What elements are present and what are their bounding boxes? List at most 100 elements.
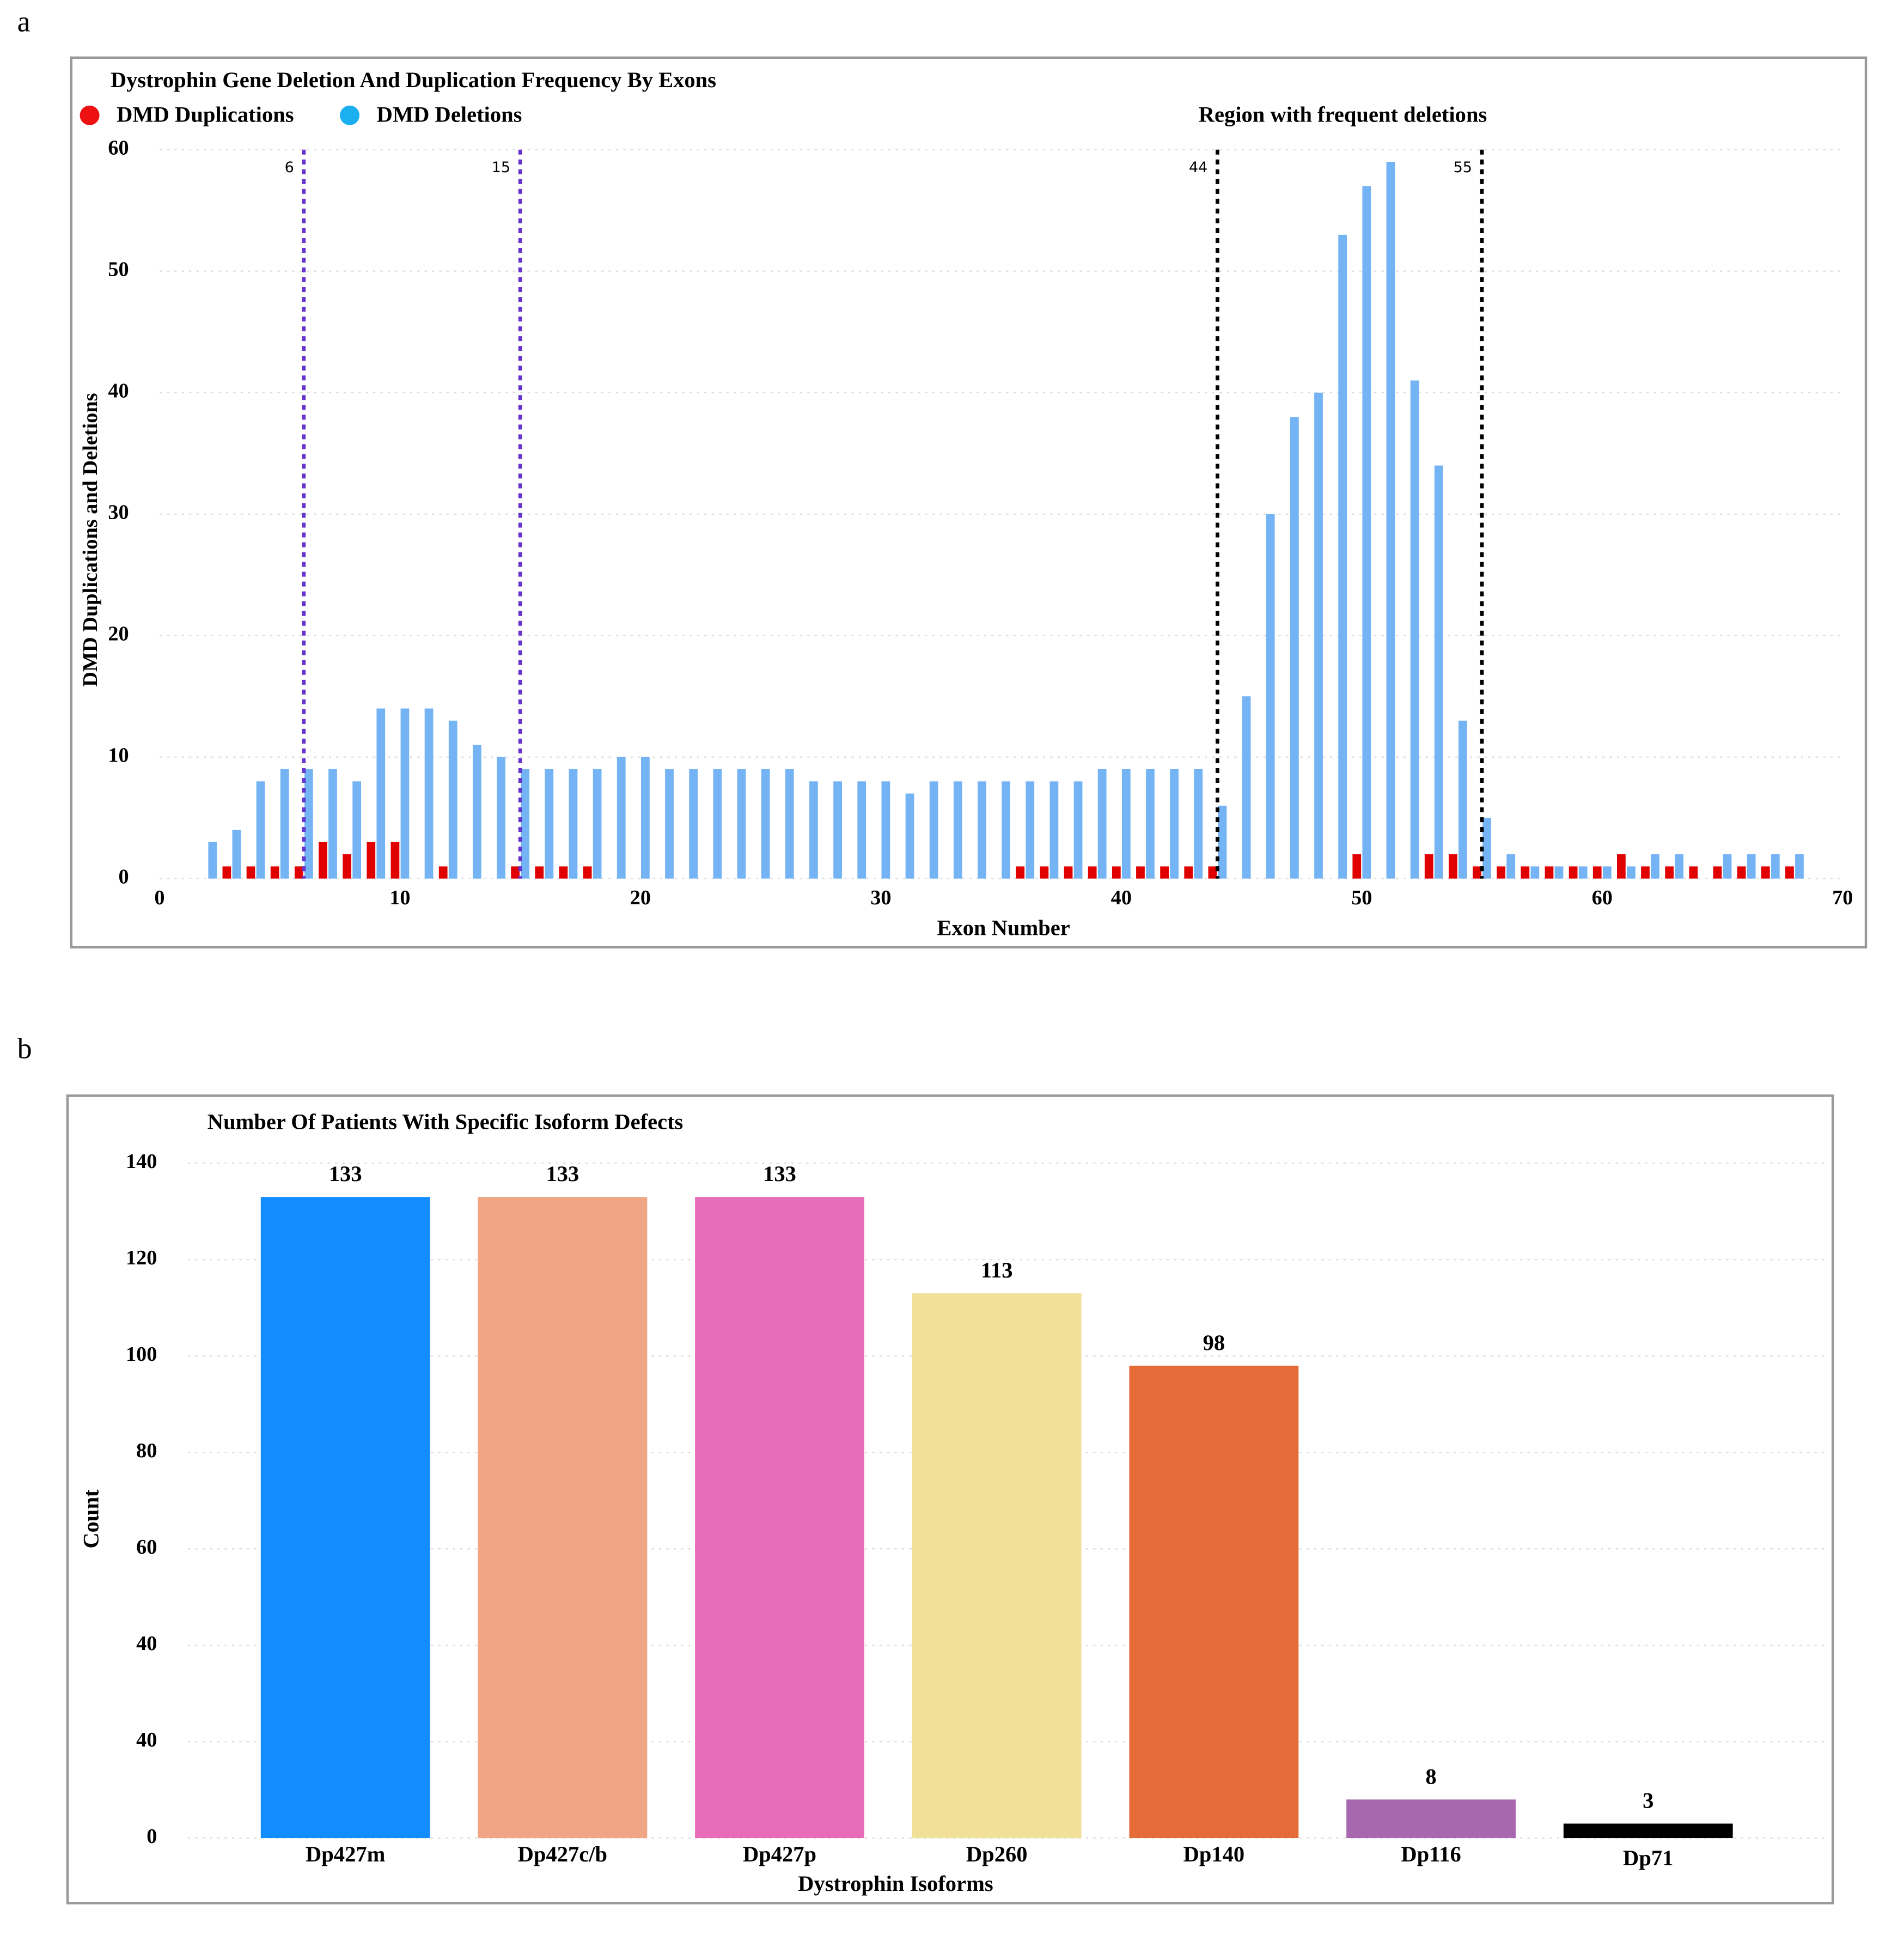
bar <box>1160 866 1169 879</box>
bar <box>304 769 313 879</box>
bar <box>1675 854 1684 879</box>
bar <box>222 866 231 879</box>
bar <box>260 1197 430 1839</box>
annotation: Region with frequent deletions <box>1199 102 1487 126</box>
bar <box>1218 805 1227 879</box>
bar <box>1689 866 1698 879</box>
bar <box>367 842 376 879</box>
bar <box>1073 781 1083 879</box>
bar <box>424 708 434 879</box>
y-tick-label: 0 <box>147 1825 157 1848</box>
bar <box>833 781 842 879</box>
bar <box>376 708 386 879</box>
bar <box>1338 234 1347 879</box>
y-tick-label: 120 <box>126 1246 157 1269</box>
bar <box>713 769 722 879</box>
bar <box>232 830 241 879</box>
bar <box>953 781 962 879</box>
bar <box>1016 866 1025 879</box>
bar <box>1136 866 1145 879</box>
bar <box>1545 866 1554 879</box>
bar <box>1314 392 1323 879</box>
bar <box>511 866 520 879</box>
value-label: 98 <box>1203 1330 1225 1355</box>
chart-title: Dystrophin Gene Deletion And Duplication… <box>111 68 716 92</box>
bar <box>1410 380 1419 879</box>
bar <box>1097 769 1107 879</box>
bar <box>1592 866 1602 879</box>
x-tick-label: Dp427p <box>743 1842 816 1866</box>
y-tick-label: 30 <box>108 501 129 524</box>
bar <box>270 866 279 879</box>
bar <box>1194 769 1203 879</box>
bar <box>1242 696 1251 879</box>
bar <box>478 1197 648 1839</box>
x-tick-label: Dp140 <box>1183 1842 1245 1866</box>
bar <box>1602 866 1612 879</box>
x-tick-label: Dp427m <box>306 1842 386 1866</box>
frame-b <box>66 1094 1834 1904</box>
bar <box>881 781 890 879</box>
y-tick-label: 100 <box>126 1343 157 1366</box>
bar <box>1352 854 1362 879</box>
bar <box>695 1197 864 1839</box>
region-line-label: 6 <box>285 159 294 176</box>
bar <box>1473 866 1481 879</box>
bar <box>665 769 674 879</box>
bar <box>1737 866 1746 879</box>
bar <box>1170 769 1179 879</box>
bar <box>1346 1799 1516 1839</box>
bar <box>246 866 255 879</box>
x-tick-label: Dp260 <box>966 1842 1028 1866</box>
bar <box>737 769 746 879</box>
y-tick-label: 140 <box>126 1150 157 1173</box>
bar <box>1424 854 1433 879</box>
bar <box>1146 769 1155 879</box>
bar <box>1458 720 1467 879</box>
bar <box>1448 854 1457 879</box>
bar <box>1121 769 1131 879</box>
bar <box>617 757 626 879</box>
y-tick-label: 60 <box>136 1536 157 1559</box>
bar <box>1386 162 1395 879</box>
x-tick-label: Dp71 <box>1623 1846 1673 1870</box>
x-tick-label: 40 <box>1111 886 1132 909</box>
bar <box>1554 866 1564 879</box>
bar <box>559 866 568 879</box>
x-tick-label: 60 <box>1592 886 1613 909</box>
bar <box>809 781 818 879</box>
bar <box>1208 866 1217 879</box>
bar <box>593 769 602 879</box>
value-label: 113 <box>981 1258 1013 1282</box>
bar <box>448 720 457 879</box>
bar <box>1049 781 1059 879</box>
x-axis-label: Exon Number <box>937 916 1070 940</box>
x-tick-label: 20 <box>630 886 651 909</box>
bar <box>905 793 914 879</box>
bar <box>280 769 289 879</box>
bar <box>1184 866 1193 879</box>
bar <box>343 854 352 879</box>
bar <box>1795 854 1804 879</box>
x-tick-label: Dp427c/b <box>518 1842 607 1866</box>
x-tick-label: Dp116 <box>1401 1842 1461 1866</box>
x-tick-label: 50 <box>1351 886 1372 909</box>
bar <box>689 769 698 879</box>
bar <box>978 781 986 879</box>
bar <box>400 708 410 879</box>
bar <box>256 781 265 879</box>
bar <box>857 781 866 879</box>
region-line-label: 15 <box>492 159 510 176</box>
x-tick-label: 30 <box>870 886 891 909</box>
bar <box>641 757 650 879</box>
bar <box>352 781 362 879</box>
bar <box>929 781 938 879</box>
bar <box>1747 854 1756 879</box>
legend-label: DMD Deletions <box>377 102 522 126</box>
bar <box>328 769 337 879</box>
y-tick-label: 40 <box>108 380 129 403</box>
bar <box>1064 866 1073 879</box>
bar <box>1362 186 1371 879</box>
bar <box>294 866 303 879</box>
